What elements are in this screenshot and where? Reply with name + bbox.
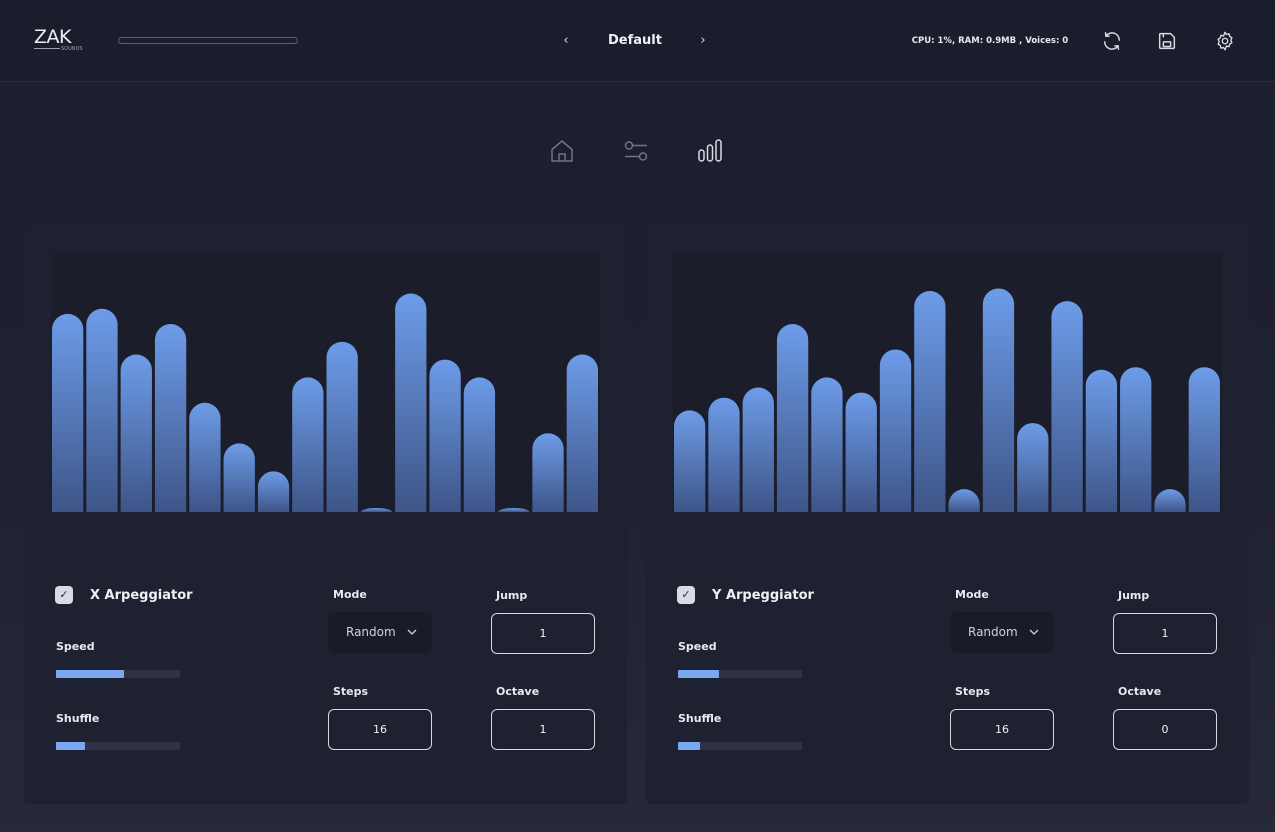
y-steps-field[interactable]: 16: [950, 709, 1054, 750]
x-speed-slider[interactable]: [56, 670, 180, 678]
zak-logo: ZAK SOUNDS: [34, 26, 83, 53]
home-tab[interactable]: [548, 137, 576, 165]
x-step-bar-7[interactable]: [257, 471, 290, 512]
x-speed-fill: [56, 670, 125, 678]
x-steps-label: Steps: [333, 685, 369, 698]
x-shuffle-slider[interactable]: [56, 742, 180, 750]
y-step-bar-11[interactable]: [1017, 423, 1049, 512]
y-step-bar-1[interactable]: [674, 410, 706, 512]
sliders-tab[interactable]: [622, 137, 650, 165]
y-jump-label: Jump: [1118, 589, 1150, 602]
y-step-bar-9[interactable]: [948, 489, 980, 512]
y-step-bar-16[interactable]: [1188, 367, 1220, 512]
refresh-button[interactable]: [1101, 30, 1123, 52]
x-step-bar-5[interactable]: [189, 402, 221, 512]
previous-preset-button[interactable]: ‹: [563, 33, 569, 48]
home-icon: [551, 140, 573, 162]
y-step-bar-5[interactable]: [811, 377, 843, 512]
x-step-bar-3[interactable]: [120, 354, 152, 512]
y-octave-label: Octave: [1118, 685, 1162, 698]
chevron-down-icon: [407, 629, 417, 635]
x-octave-label: Octave: [496, 685, 540, 698]
gear-icon: [1217, 31, 1233, 51]
x-mode-dropdown[interactable]: Random: [328, 612, 432, 653]
x-step-bars[interactable]: [51, 254, 600, 512]
x-step-bar-12[interactable]: [429, 359, 461, 512]
logo-text: ZAK: [34, 26, 71, 48]
y-step-graph[interactable]: [673, 254, 1222, 512]
x-step-bar-10[interactable]: [360, 508, 393, 512]
y-octave-field[interactable]: 0: [1113, 709, 1217, 750]
arpeggiator-tab[interactable]: [696, 137, 724, 165]
logo-subtext: SOUNDS: [61, 46, 83, 52]
x-step-bar-8[interactable]: [292, 377, 324, 512]
load-progress-bar: [118, 37, 298, 44]
x-step-graph[interactable]: [51, 254, 600, 512]
settings-button[interactable]: [1214, 30, 1236, 52]
x-mode-value: Random: [346, 625, 396, 639]
y-step-bar-8[interactable]: [914, 291, 946, 512]
sliders-icon: [624, 141, 648, 161]
system-status: CPU: 1%, RAM: 0.9MB , Voices: 0: [911, 36, 1069, 46]
x-shuffle-label: Shuffle: [56, 712, 100, 725]
y-mode-value: Random: [968, 625, 1018, 639]
x-step-bar-14[interactable]: [498, 508, 530, 512]
x-step-bar-9[interactable]: [326, 341, 358, 512]
y-step-bar-4[interactable]: [776, 324, 809, 512]
x-step-bar-13[interactable]: [463, 377, 496, 512]
chevron-down-icon: [1029, 629, 1039, 635]
x-step-bar-2[interactable]: [86, 308, 118, 512]
logo-underline: [34, 48, 60, 49]
y-step-bar-13[interactable]: [1085, 369, 1118, 512]
y-step-bar-3[interactable]: [742, 387, 774, 512]
y-speed-label: Speed: [678, 640, 717, 653]
x-steps-field[interactable]: 16: [328, 709, 432, 750]
x-step-bar-4[interactable]: [154, 324, 187, 512]
x-jump-field[interactable]: 1: [491, 613, 595, 654]
preset-name[interactable]: Default: [608, 33, 662, 48]
y-mode-label: Mode: [955, 588, 989, 601]
y-jump-field[interactable]: 1: [1113, 613, 1217, 654]
y-step-bars[interactable]: [673, 254, 1222, 512]
x-step-bar-11[interactable]: [395, 293, 427, 512]
x-mode-label: Mode: [333, 588, 367, 601]
y-step-bar-10[interactable]: [982, 288, 1015, 512]
x-shuffle-fill: [56, 742, 85, 750]
y-step-bar-12[interactable]: [1051, 301, 1083, 512]
y-shuffle-slider[interactable]: [678, 742, 802, 750]
y-arpeggiator-title: Y Arpeggiator: [712, 588, 814, 603]
save-button[interactable]: [1156, 30, 1178, 52]
bar-chart-icon: [698, 139, 722, 162]
x-step-bar-1[interactable]: [52, 313, 84, 512]
y-step-bar-7[interactable]: [879, 349, 912, 512]
x-speed-label: Speed: [56, 640, 95, 653]
y-step-bar-2[interactable]: [708, 397, 740, 512]
y-step-bar-14[interactable]: [1120, 367, 1152, 512]
y-arpeggiator-checkbox[interactable]: ✓: [677, 586, 695, 604]
next-preset-button[interactable]: ›: [700, 33, 706, 48]
x-arpeggiator-checkbox[interactable]: ✓: [55, 586, 73, 604]
x-jump-label: Jump: [496, 589, 528, 602]
x-arpeggiator-panel: ✓ X Arpeggiator Speed Shuffle Mode Rando…: [24, 227, 627, 804]
y-steps-label: Steps: [955, 685, 991, 698]
top-bar: ZAK SOUNDS ‹ Default › CPU: 1%, RAM: 0.9…: [0, 0, 1275, 82]
x-step-bar-16[interactable]: [566, 354, 598, 512]
y-arpeggiator-panel: ✓ Y Arpeggiator Speed Shuffle Mode Rando…: [646, 227, 1249, 804]
x-arpeggiator-title: X Arpeggiator: [90, 588, 193, 603]
x-octave-field[interactable]: 1: [491, 709, 595, 750]
y-step-bar-6[interactable]: [845, 392, 877, 512]
y-speed-fill: [678, 670, 719, 678]
y-shuffle-label: Shuffle: [678, 712, 722, 725]
y-speed-slider[interactable]: [678, 670, 802, 678]
y-mode-dropdown[interactable]: Random: [950, 612, 1054, 653]
y-shuffle-fill: [678, 742, 701, 750]
y-step-bar-15[interactable]: [1154, 489, 1186, 512]
refresh-icon: [1103, 32, 1121, 50]
x-step-bar-6[interactable]: [223, 443, 255, 512]
save-icon: [1158, 32, 1176, 50]
x-step-bar-15[interactable]: [532, 433, 564, 512]
